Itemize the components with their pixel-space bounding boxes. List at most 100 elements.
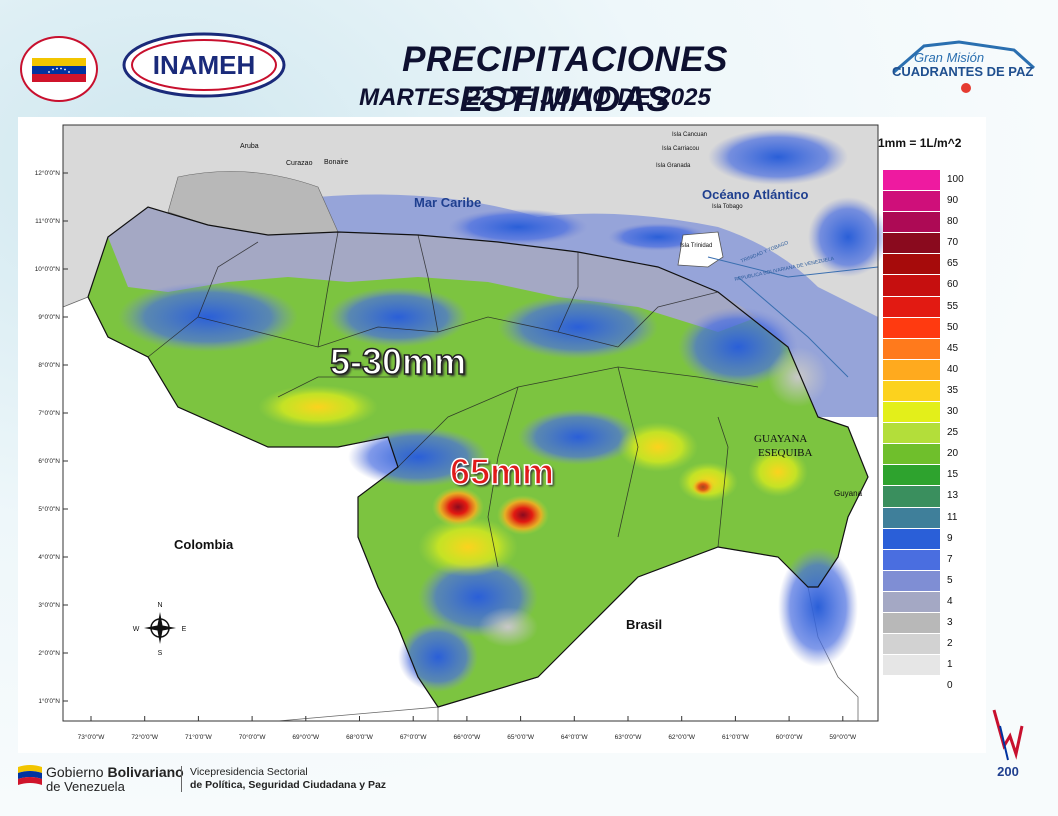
legend-label: 60 [947,279,959,291]
vicepresidencia-line1: Vicepresidencia Sectorial [190,766,308,778]
legend-swatch [883,612,940,635]
legend-row: 30 [883,402,973,424]
legend-label: 13 [947,490,959,502]
label-isla-cancuan: Isla Cancuan [672,132,708,138]
label-colombia: Colombia [174,537,234,552]
legend-swatch [883,275,940,297]
annotation-range: 5-30mm [329,340,467,383]
latitude-tick-label: 6°0'0"N [38,457,60,465]
legend-row: 15 [883,465,973,487]
legend-row: 80 [883,212,973,234]
legend-swatch [883,212,940,234]
legend-row: 1 [883,655,973,677]
gobierno-line1: Gobierno Bolivariano [46,764,184,780]
legend-label: 20 [947,448,959,460]
legend-row: 20 [883,444,973,466]
label-isla-carriacou: Isla Carriacou [662,146,700,152]
legend-row: 11 [883,507,973,529]
longitude-tick-label: 67°0'0"W [400,733,428,741]
compass-rose-icon: N S E W [133,602,187,657]
label-curazao: Curazao [286,160,313,167]
latitude-tick-label: 12°0'0"N [35,169,61,177]
longitude-tick-label: 66°0'0"W [454,733,482,741]
legend-swatch [883,191,940,213]
inameh-logo: INAMEH [122,32,286,98]
state-borders [147,231,759,568]
legend-swatch [883,359,940,381]
venezuela-flag-icon [32,58,86,82]
page-title: PRECIPITACIONES ESTIMADAS [402,40,728,119]
map-frame: 12°0'0"N 11°0'0"N 10°0'0"N 9°0'0"N 8°0'0"N 7°… [18,117,986,753]
legend-label: 55 [947,300,959,312]
longitude-tick-label: 65°0'0"W [507,733,535,741]
legend-row: 9 [883,528,973,550]
legend-row: 4 [883,591,973,613]
legend-row: 25 [883,423,973,445]
legend-swatch [883,444,940,466]
latitude-tick-label: 8°0'0"N [38,361,60,369]
longitude-tick-label: 59°0'0"W [829,733,857,741]
legend-label: 7 [947,553,953,565]
legend-swatch [883,570,940,592]
venezuela-outline [87,206,869,708]
longitude-tick-labels: 73°0'0"W 72°0'0"W 71°0'0"W 70°0'0"W 69°0'0"W… [78,716,857,741]
longitude-tick-label: 60°0'0"W [776,733,804,741]
legend-label: 25 [947,427,959,439]
longitude-tick-label: 71°0'0"W [185,733,213,741]
compass-n: N [157,602,162,609]
longitude-tick-label: 72°0'0"W [131,733,159,741]
legend-row: 13 [883,486,973,508]
legend-swatch [883,402,940,424]
legend-label: 2 [947,638,953,650]
legend-swatch [883,170,940,192]
footer-divider [181,766,182,792]
compass-s: S [158,650,163,657]
venezuela-flag-icon [18,765,42,785]
legend-row: 90 [883,191,973,213]
gran-mision-line2: CUADRANTES DE PAZ [892,64,1033,79]
legend-label: 80 [947,216,959,228]
legend-swatch [883,634,940,656]
legend-label: 4 [947,595,953,607]
legend-swatch [883,676,940,698]
legend-row: 35 [883,380,973,403]
legend-label: 30 [947,406,959,418]
legend-row: 2 [883,634,973,656]
ministry-seal-logo [20,36,98,102]
latitude-tick-label: 2°0'0"N [38,649,60,657]
legend-label: 11 [947,511,958,523]
legend-swatch [883,254,940,276]
legend-row: 100 [883,170,973,192]
longitude-tick-label: 70°0'0"W [239,733,267,741]
gran-mision-line1: Gran Misión [914,50,984,65]
max-rain-hotspot-1 [432,487,484,527]
label-guayana: GUAYANA [754,433,808,445]
header: INAMEH PRECIPITACIONES ESTIMADAS MARTES … [0,0,1058,119]
legend-label: 1 [947,659,953,671]
gobierno-line2: de Venezuela [46,779,125,794]
legend-swatch [883,465,940,487]
trinidad-island [677,231,724,268]
longitude-tick-label: 68°0'0"W [346,733,374,741]
precipitation-map: 12°0'0"N 11°0'0"N 10°0'0"N 9°0'0"N 8°0'0"N 7°… [35,124,888,741]
legend-label: 65 [947,258,959,270]
label-isla-trinidad: Isla Trinidad [680,243,713,249]
legend-row: 7 [883,549,973,571]
legend-swatch [883,655,940,677]
legend-swatch [883,233,940,255]
label-isla-tobago: Isla Tobago [712,204,743,210]
legend-label: 5 [947,574,953,586]
latitude-tick-label: 9°0'0"N [38,313,60,321]
legend-row: 45 [883,338,973,360]
latitude-tick-labels: 12°0'0"N 11°0'0"N 10°0'0"N 9°0'0"N 8°0'0"N 7°… [35,169,68,705]
legend-swatch [883,486,940,508]
latitude-tick-label: 10°0'0"N [35,265,61,273]
bicentenario-text: 200 [997,764,1019,779]
label-bonaire: Bonaire [324,159,349,166]
legend-swatch [883,591,940,613]
vicepresidencia-line2: de Política, Seguridad Ciudadana y Paz [190,779,387,791]
bicentenario-logo: 200 [992,709,1024,779]
longitude-tick-label: 61°0'0"W [722,733,750,741]
legend-row: 65 [883,254,973,276]
legend-swatch [883,528,940,550]
